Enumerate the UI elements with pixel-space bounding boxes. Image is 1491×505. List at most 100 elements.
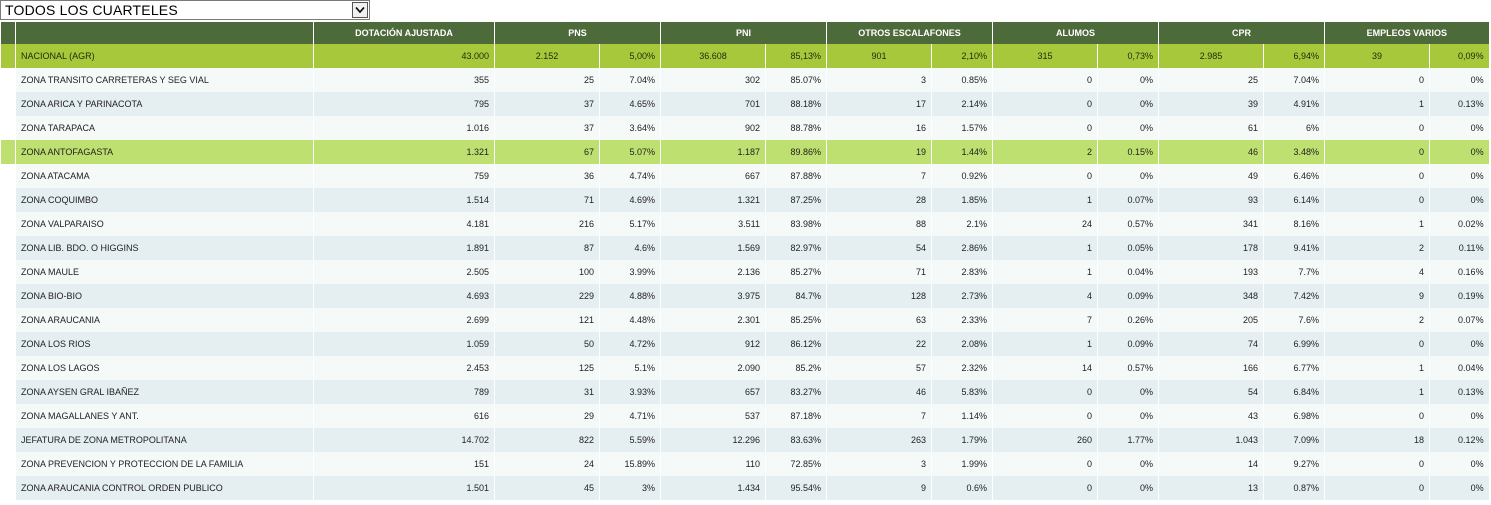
table-row[interactable]: ZONA LOS RIOS 1.059 50 4.72% 912 86.12% 22 2.08… — [1, 332, 1489, 356]
cell-alumnos-pct: 0% — [1097, 404, 1159, 428]
cell-alumnos-pct: 0% — [1097, 68, 1159, 92]
header-name — [15, 22, 314, 44]
cell-cpr-pct: 6.99% — [1263, 332, 1325, 356]
table-row[interactable]: ZONA ARAUCANIA CONTROL ORDEN PUBLICO 1.50… — [1, 476, 1489, 500]
table-row[interactable]: JEFATURA DE ZONA METROPOLITANA 14.702 822 5… — [1, 428, 1489, 452]
national-pns: 2.152 — [494, 44, 600, 68]
national-empleos: 39 — [1324, 44, 1430, 68]
table-row[interactable]: ZONA ARICA Y PARINACOTA 795 37 4.65% 701 88.1… — [1, 92, 1489, 116]
table-row[interactable]: ZONA COQUIMBO 1.514 71 4.69% 1.321 87.25% 28 1.… — [1, 188, 1489, 212]
cell-cpr-pct: 9.41% — [1263, 236, 1325, 260]
national-row[interactable]: NACIONAL (AGR) 43.000 2.152 5,00% 36.608… — [0, 44, 1489, 68]
cell-otros: 128 — [826, 284, 932, 308]
cell-alumnos: 0 — [992, 164, 1098, 188]
cell-alumnos-pct: 0.04% — [1097, 260, 1159, 284]
cell-empleos-pct: 0.13% — [1429, 92, 1489, 116]
cell-dotacion: 355 — [313, 68, 495, 92]
cell-alumnos: 0 — [992, 92, 1098, 116]
cell-pns: 822 — [494, 428, 600, 452]
cell-pni-pct: 83.27% — [765, 380, 827, 404]
cell-alumnos: 0 — [992, 68, 1098, 92]
cell-empleos: 0 — [1324, 452, 1430, 476]
table-row[interactable]: ZONA TRANSITO CARRETERAS Y SEG VIAL 355 25… — [1, 68, 1489, 92]
cell-empleos: 1 — [1324, 356, 1430, 380]
cell-empleos-pct: 0.12% — [1429, 428, 1489, 452]
cell-pns-pct: 3.93% — [598, 380, 661, 404]
cell-pni: 3.511 — [660, 212, 766, 236]
table-row[interactable]: ZONA LIB. BDO. O HIGGINS 1.891 87 4.6% 1.569… — [1, 236, 1489, 260]
table-row[interactable]: ZONA ARAUCANIA 2.699 121 4.48% 2.301 85.25% 63… — [1, 308, 1489, 332]
cell-otros: 263 — [826, 428, 932, 452]
cell-otros: 63 — [826, 308, 932, 332]
zone-name: ZONA LOS LAGOS — [15, 356, 314, 380]
cell-cpr: 61 — [1158, 116, 1264, 140]
table-row[interactable]: ZONA AYSEN GRAL IBAÑEZ 789 31 3.93% 657 83.27… — [1, 380, 1489, 404]
table-row[interactable]: ZONA TARAPACA 1.016 37 3.64% 902 88.78% 16 1.57… — [1, 116, 1489, 140]
cell-otros: 16 — [826, 116, 932, 140]
cell-pni: 12.296 — [660, 428, 766, 452]
cell-pni: 1.434 — [660, 476, 766, 500]
table-row[interactable]: ZONA BIO-BIO 4.693 229 4.88% 3.975 84.7% 128 2.… — [1, 284, 1489, 308]
cell-alumnos: 1 — [992, 188, 1098, 212]
cell-empleos-pct: 0% — [1429, 164, 1489, 188]
cell-pni: 110 — [660, 452, 766, 476]
row-marker — [1, 116, 16, 140]
select-dropdown-button[interactable] — [352, 2, 368, 18]
cell-otros: 88 — [826, 212, 932, 236]
cell-otros-pct: 2.86% — [931, 236, 993, 260]
cell-alumnos-pct: 0.07% — [1097, 188, 1159, 212]
national-name: NACIONAL (AGR) — [15, 44, 314, 68]
cell-empleos: 2 — [1324, 308, 1430, 332]
cell-pns: 50 — [494, 332, 600, 356]
table-row[interactable]: ZONA ATACAMA 759 36 4.74% 667 87.88% 7 0.92% 0 0%… — [1, 164, 1489, 188]
cell-alumnos: 14 — [992, 356, 1098, 380]
cell-otros-pct: 0.92% — [931, 164, 993, 188]
cell-dotacion: 795 — [313, 92, 495, 116]
row-marker — [1, 92, 16, 116]
cell-cpr-pct: 4.91% — [1263, 92, 1325, 116]
cell-pni: 2.301 — [660, 308, 766, 332]
cell-dotacion: 1.501 — [313, 476, 495, 500]
cell-empleos: 0 — [1324, 164, 1430, 188]
cell-pni-pct: 86.12% — [765, 332, 827, 356]
cell-alumnos: 1 — [992, 332, 1098, 356]
cell-pni: 302 — [660, 68, 766, 92]
table-row[interactable]: ZONA LOS LAGOS 2.453 125 5.1% 2.090 85.2% 57 2.… — [1, 356, 1489, 380]
cell-pni-pct: 85.07% — [765, 68, 827, 92]
table-row[interactable]: ZONA ANTOFAGASTA 1.321 67 5.07% 1.187 89.86% 1… — [0, 140, 1489, 164]
cell-pns-pct: 5.59% — [598, 428, 661, 452]
cell-cpr: 25 — [1158, 68, 1264, 92]
cell-pni-pct: 83.98% — [765, 212, 827, 236]
cuartel-select[interactable]: TODOS LOS CUARTELES — [0, 0, 370, 20]
cell-empleos: 1 — [1324, 380, 1430, 404]
cell-dotacion: 1.321 — [313, 140, 495, 164]
cell-pns: 121 — [494, 308, 600, 332]
zone-name: ZONA PREVENCION Y PROTECCION DE LA FAMIL… — [15, 452, 314, 476]
cell-empleos: 0 — [1324, 140, 1430, 164]
table-row[interactable]: ZONA VALPARAISO 4.181 216 5.17% 3.511 83.98% 8… — [1, 212, 1489, 236]
row-marker — [1, 452, 16, 476]
row-marker — [1, 380, 16, 404]
cell-dotacion: 2.505 — [313, 260, 495, 284]
cell-cpr-pct: 9.27% — [1263, 452, 1325, 476]
cell-cpr: 166 — [1158, 356, 1264, 380]
cell-pni-pct: 95.54% — [765, 476, 827, 500]
cell-dotacion: 2.699 — [313, 308, 495, 332]
row-marker — [0, 140, 16, 164]
header-otros: OTROS ESCALAFONES — [826, 22, 993, 44]
cell-cpr: 39 — [1158, 92, 1264, 116]
cell-pns-pct: 5.17% — [598, 212, 661, 236]
cell-alumnos: 0 — [992, 452, 1098, 476]
cell-pns-pct: 3% — [598, 476, 661, 500]
header-cpr: CPR — [1158, 22, 1325, 44]
table-row[interactable]: ZONA MAGALLANES Y ANT. 616 29 4.71% 537 87.18… — [1, 404, 1489, 428]
header-dotacion: DOTACIÓN AJUSTADA — [313, 22, 495, 44]
cell-cpr: 178 — [1158, 236, 1264, 260]
cell-empleos-pct: 0% — [1429, 116, 1489, 140]
cell-pns: 31 — [494, 380, 600, 404]
table-row[interactable]: ZONA PREVENCION Y PROTECCION DE LA FAMIL… — [1, 452, 1489, 476]
cell-empleos: 0 — [1324, 68, 1430, 92]
cell-pni-pct: 84.7% — [765, 284, 827, 308]
table-row[interactable]: ZONA MAULE 2.505 100 3.99% 2.136 85.27% 71 2.83… — [1, 260, 1489, 284]
cell-dotacion: 1.514 — [313, 188, 495, 212]
